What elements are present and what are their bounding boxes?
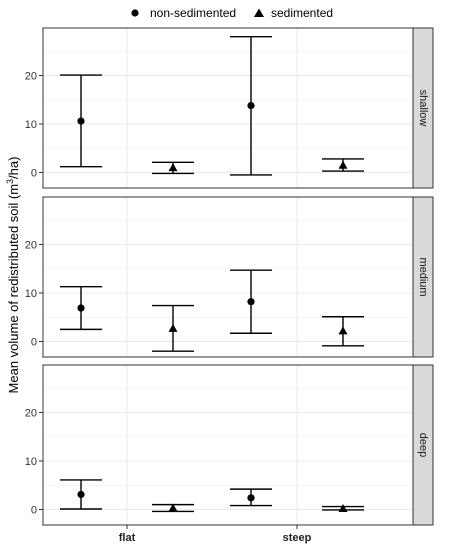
panel-shallow: 0 10 20 shallow [25, 27, 434, 189]
legend-label-non-sedimented: non-sedimented [150, 6, 236, 20]
legend-circle-marker [131, 9, 139, 17]
panel-background [43, 197, 413, 357]
panels: 0 10 20 shallow 0 10 20 medium 0 10 20 deep [25, 27, 434, 526]
y-tick-label: 20 [25, 71, 37, 83]
x-axis: flat steep [119, 525, 312, 544]
x-tick-label-steep: steep [283, 532, 312, 544]
facet-strip-label-deep: deep [417, 433, 429, 457]
point-sedimented-steep [338, 326, 348, 335]
y-tick-label: 10 [25, 456, 37, 468]
y-tick-label: 20 [25, 408, 37, 420]
y-tick-label: 10 [25, 119, 37, 131]
point-non-sedimented-flat [77, 490, 85, 499]
y-tick-label: 0 [31, 504, 37, 516]
y-axis-label-exponent: 3 [5, 179, 15, 184]
panel-medium: 0 10 20 medium [25, 196, 434, 358]
point-non-sedimented-flat [77, 304, 85, 312]
point-sedimented-steep [338, 160, 348, 169]
point-sedimented-flat [168, 163, 178, 172]
y-tick-label: 10 [25, 288, 37, 300]
facet-strip-label-medium: medium [417, 257, 429, 296]
legend: non-sedimented sedimented [131, 6, 333, 20]
facet-strip [412, 364, 434, 526]
point-non-sedimented-steep [247, 101, 255, 110]
facet-strip-label-shallow: shallow [417, 90, 429, 127]
panel-background [43, 365, 413, 525]
point-sedimented-flat [168, 503, 178, 512]
panel-background [43, 28, 413, 188]
y-axis-label-suffix: /ha) [6, 157, 21, 179]
y-tick-label: 0 [31, 167, 37, 179]
y-axis-label: Mean volume of redistributed soil (m3/ha… [5, 157, 21, 394]
y-tick-label: 0 [31, 336, 37, 348]
y-tick-label: 20 [25, 240, 37, 252]
y-axis-label-prefix: Mean volume of redistributed soil (m [6, 184, 21, 394]
point-sedimented-steep [338, 504, 348, 513]
legend-triangle-marker [254, 8, 264, 17]
x-tick-label-flat: flat [119, 532, 136, 544]
facet-strip [412, 27, 434, 189]
facet-strip [412, 196, 434, 358]
point-non-sedimented-steep [247, 298, 255, 306]
point-sedimented-flat [168, 323, 178, 332]
panel-deep: 0 10 20 deep [25, 364, 434, 526]
point-non-sedimented-steep [247, 494, 255, 502]
point-non-sedimented-flat [77, 117, 85, 125]
legend-label-sedimented: sedimented [271, 6, 333, 20]
